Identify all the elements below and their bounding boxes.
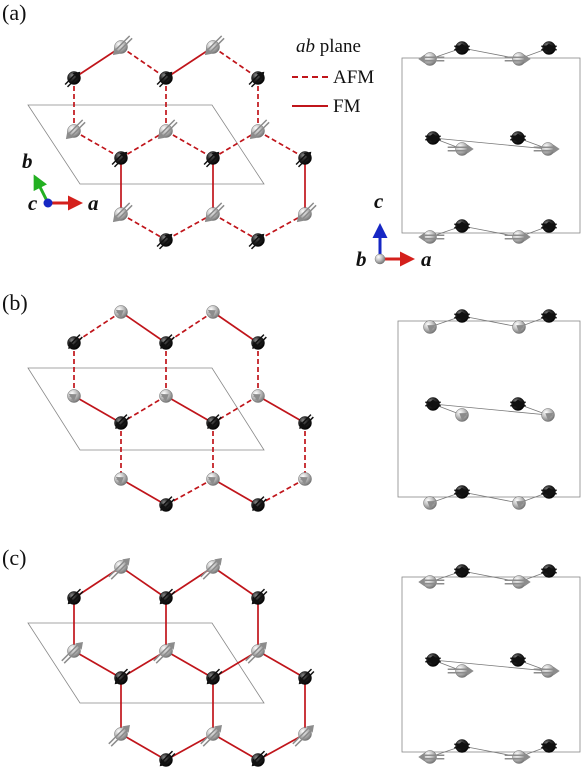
afm-bond	[121, 47, 166, 78]
panel-b	[28, 306, 580, 512]
axis-c-side-label: c	[374, 189, 384, 213]
fm-bond	[121, 479, 166, 505]
afm-bond	[258, 131, 305, 158]
light-atom	[424, 576, 437, 589]
side-bond	[433, 404, 548, 415]
afm-bond	[213, 214, 258, 240]
fm-bond	[166, 651, 213, 678]
axis-b-side-label: b	[356, 247, 367, 271]
axes-side: c b a	[356, 189, 432, 271]
axes-inplane: b c a	[22, 149, 99, 215]
light-atom	[424, 751, 437, 764]
side-bond	[430, 226, 549, 237]
panel-label-a: (a)	[2, 0, 26, 25]
axis-a-label: a	[88, 191, 99, 215]
fm-bond	[74, 651, 121, 678]
panel-label-b: (b)	[2, 290, 28, 315]
legend-afm-label: AFM	[333, 67, 374, 88]
panel-c	[28, 558, 580, 767]
legend-title: ab plane	[296, 36, 361, 57]
fm-bond	[74, 396, 121, 423]
unit-cell	[28, 368, 264, 450]
light-atom	[513, 53, 526, 66]
axis-c-label: c	[28, 191, 38, 215]
side-bond	[430, 492, 549, 503]
fm-bond	[213, 567, 258, 598]
light-atom	[513, 576, 526, 589]
fm-bond	[121, 734, 166, 760]
side-bond	[430, 48, 549, 59]
axis-b-side-dot	[375, 254, 385, 264]
panel-label-c: (c)	[2, 545, 26, 570]
legend-fm-label: FM	[333, 96, 361, 117]
light-atom	[513, 751, 526, 764]
fm-bond	[213, 312, 258, 343]
afm-bond	[166, 131, 213, 158]
fm-bond	[121, 567, 166, 598]
axis-c-dot	[44, 199, 53, 208]
afm-bond	[74, 131, 121, 158]
axis-a-side-label: a	[421, 247, 432, 271]
side-bond	[430, 746, 549, 757]
fm-bond	[213, 734, 258, 760]
fm-bond	[258, 396, 305, 423]
side-bond	[430, 316, 549, 327]
light-atom	[424, 231, 437, 244]
fm-bond	[258, 651, 305, 678]
afm-bond	[213, 47, 258, 78]
fm-bond	[121, 312, 166, 343]
axis-b-label: b	[22, 149, 33, 173]
panel-a	[28, 36, 580, 249]
legend: ab plane AFM FM	[292, 36, 374, 117]
light-atom	[513, 231, 526, 244]
light-atom	[542, 665, 555, 678]
unit-cell	[28, 105, 264, 184]
light-atom	[456, 665, 469, 678]
light-atom	[542, 143, 555, 156]
fm-bond	[213, 479, 258, 505]
structure-panels	[28, 36, 580, 767]
fm-bond	[166, 396, 213, 423]
light-atom	[456, 143, 469, 156]
afm-bond	[121, 214, 166, 240]
side-bond	[430, 571, 549, 582]
light-atom	[424, 53, 437, 66]
